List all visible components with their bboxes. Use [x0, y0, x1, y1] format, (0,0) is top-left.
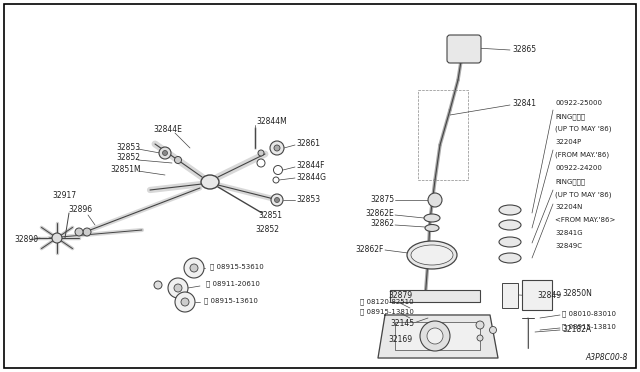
- Text: 32852: 32852: [116, 154, 140, 163]
- Circle shape: [420, 321, 450, 351]
- Text: 32182A: 32182A: [562, 324, 591, 334]
- Circle shape: [174, 284, 182, 292]
- Text: 32851M: 32851M: [110, 166, 141, 174]
- Bar: [418, 90, 468, 180]
- Ellipse shape: [424, 214, 440, 222]
- Text: 32844M: 32844M: [256, 116, 287, 125]
- Text: 32844G: 32844G: [296, 173, 326, 182]
- Ellipse shape: [201, 175, 219, 189]
- Text: 32204N: 32204N: [555, 204, 582, 210]
- Circle shape: [275, 198, 280, 202]
- Text: 32841: 32841: [512, 99, 536, 109]
- Text: Ⓑ 08120-82510: Ⓑ 08120-82510: [360, 299, 413, 305]
- Circle shape: [274, 145, 280, 151]
- Text: 32861: 32861: [296, 138, 320, 148]
- Circle shape: [477, 335, 483, 341]
- Bar: [502, 283, 518, 308]
- Text: RINGリング: RINGリング: [555, 113, 585, 120]
- Ellipse shape: [499, 253, 521, 263]
- Circle shape: [52, 233, 62, 243]
- Text: 32844F: 32844F: [296, 160, 324, 170]
- Ellipse shape: [499, 220, 521, 230]
- Text: RINGリング: RINGリング: [555, 178, 585, 185]
- Text: 00922-24200: 00922-24200: [555, 165, 602, 171]
- Circle shape: [258, 150, 264, 156]
- Text: Ⓦ 08915-53610: Ⓦ 08915-53610: [210, 264, 264, 270]
- Text: 32849: 32849: [537, 291, 561, 299]
- Circle shape: [83, 228, 91, 236]
- Circle shape: [75, 228, 83, 236]
- Polygon shape: [378, 315, 498, 358]
- Circle shape: [181, 298, 189, 306]
- Text: 32851: 32851: [258, 211, 282, 219]
- Text: (UP TO MAY '86): (UP TO MAY '86): [555, 126, 611, 132]
- Circle shape: [273, 177, 279, 183]
- Circle shape: [175, 292, 195, 312]
- Circle shape: [184, 258, 204, 278]
- Text: Ⓑ 08010-83010: Ⓑ 08010-83010: [562, 311, 616, 317]
- Circle shape: [190, 264, 198, 272]
- Circle shape: [476, 321, 484, 329]
- Circle shape: [154, 281, 162, 289]
- Text: 32853: 32853: [296, 195, 320, 203]
- Circle shape: [163, 151, 168, 155]
- Text: 32862: 32862: [370, 219, 394, 228]
- Bar: [522, 280, 552, 310]
- Bar: [395, 322, 480, 350]
- Text: 32169: 32169: [388, 334, 412, 343]
- Circle shape: [168, 278, 188, 298]
- Text: 32841G: 32841G: [555, 230, 582, 236]
- Text: Ⓦ 08915-13810: Ⓦ 08915-13810: [562, 324, 616, 330]
- Bar: [390, 290, 480, 302]
- Circle shape: [270, 141, 284, 155]
- Text: 32204P: 32204P: [555, 139, 581, 145]
- Text: Ⓝ 08911-20610: Ⓝ 08911-20610: [206, 281, 260, 287]
- Circle shape: [428, 193, 442, 207]
- Text: (FROM MAY.'86): (FROM MAY.'86): [555, 152, 609, 158]
- Text: 32875: 32875: [370, 195, 394, 203]
- Text: 32844E: 32844E: [153, 125, 182, 135]
- Text: <FROM MAY.'86>: <FROM MAY.'86>: [555, 217, 616, 223]
- Text: 32850N: 32850N: [562, 289, 592, 298]
- Circle shape: [273, 166, 282, 174]
- Ellipse shape: [499, 205, 521, 215]
- Ellipse shape: [499, 237, 521, 247]
- Ellipse shape: [407, 241, 457, 269]
- Text: Ⓥ 08915-13810: Ⓥ 08915-13810: [360, 309, 414, 315]
- Circle shape: [427, 328, 443, 344]
- Circle shape: [271, 194, 283, 206]
- Text: 32862F: 32862F: [355, 244, 383, 253]
- Text: 32853: 32853: [116, 144, 140, 153]
- Text: 32896: 32896: [68, 205, 92, 215]
- Text: 32862E: 32862E: [365, 209, 394, 218]
- FancyBboxPatch shape: [447, 35, 481, 63]
- Circle shape: [175, 157, 182, 164]
- Text: 32849C: 32849C: [555, 243, 582, 249]
- Text: 32879: 32879: [388, 291, 412, 299]
- Text: 32145: 32145: [390, 320, 414, 328]
- Text: A3P8C00-8: A3P8C00-8: [586, 353, 628, 362]
- Circle shape: [490, 327, 497, 334]
- Circle shape: [257, 159, 265, 167]
- Text: (UP TO MAY '86): (UP TO MAY '86): [555, 191, 611, 198]
- Text: 32865: 32865: [512, 45, 536, 54]
- Text: 32917: 32917: [52, 190, 76, 199]
- Text: Ⓥ 08915-13610: Ⓥ 08915-13610: [204, 298, 258, 304]
- Text: 32852: 32852: [255, 225, 279, 234]
- Circle shape: [159, 147, 171, 159]
- Text: 32890: 32890: [14, 235, 38, 244]
- Ellipse shape: [425, 224, 439, 231]
- Text: 00922-25000: 00922-25000: [555, 100, 602, 106]
- Ellipse shape: [411, 245, 453, 265]
